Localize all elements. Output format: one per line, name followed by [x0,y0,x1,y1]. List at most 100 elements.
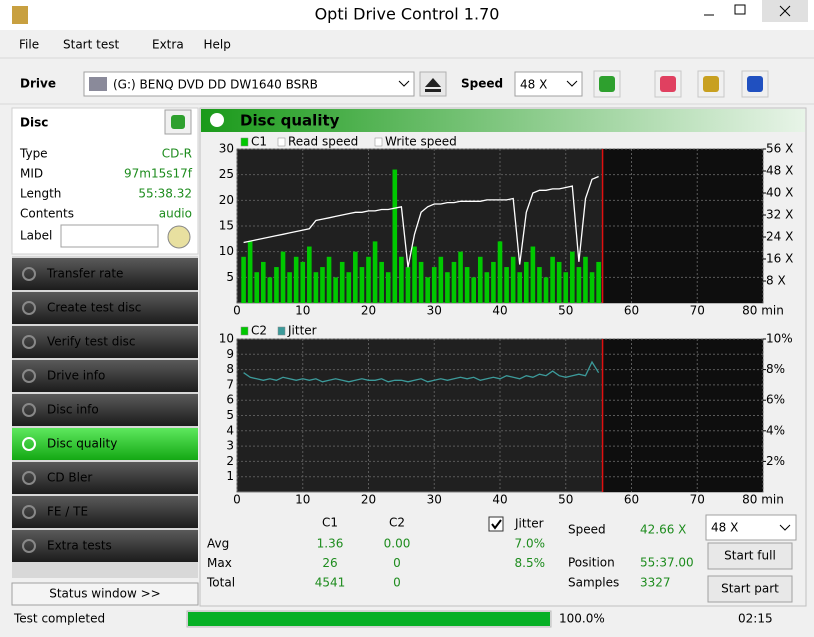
sidebar-icon [22,437,36,451]
jitter-value: 7.0% [515,537,546,551]
info-label: Speed [568,523,606,537]
y-tick-label: 2 [226,454,234,468]
toolbar-icon [747,76,763,92]
drive-select[interactable] [83,71,415,97]
title-bar [0,0,814,30]
x-tick-label: 30 [427,493,442,507]
status-window-button[interactable] [11,582,199,606]
bar [313,272,319,303]
x-tick-label: 70 [690,493,705,507]
bar [491,261,496,303]
speed-select[interactable] [514,71,583,97]
x-tick-label: 20 [361,304,376,318]
info-label: Position [568,556,615,570]
bar [274,267,279,303]
bar [517,272,523,303]
sidebar-button[interactable] [12,360,198,392]
stats-value: 0 [393,576,401,590]
maximize[interactable] [734,4,746,15]
bar [359,267,365,303]
sidebar-button[interactable] [12,462,198,494]
x-tick-label: 40 [492,493,507,507]
x-tick-label: 60 [624,493,639,507]
bar [399,256,404,303]
x-tick-label: 80 min [742,493,784,507]
y-tick-label: 10 [219,244,234,258]
sidebar-button[interactable] [12,394,198,426]
action-button[interactable] [707,575,793,603]
sidebar-button-label: Create test disc [47,301,141,315]
sidebar-button[interactable] [12,292,198,324]
stats-value: 1.36 [317,537,344,551]
drive-name: (G:) BENQ DVD DD DW1640 BSRB [113,78,318,92]
bar [385,272,391,303]
sidebar-button[interactable] [12,326,198,358]
disc-field-label: MID [20,167,43,181]
sidebar-button[interactable] [12,496,198,528]
y2-tick-label: 4% [766,423,785,437]
y2-tick-label: 10% [766,332,793,346]
stats-value: 26 [322,556,337,570]
bar [596,261,601,303]
label-button[interactable] [167,225,191,249]
bar [543,277,549,303]
y-tick-label: 5 [226,408,234,422]
legend-label: Read speed [288,135,358,149]
menu-item[interactable]: File [19,38,39,52]
toolbar-icon [660,76,676,92]
sidebar-button-label: CD Bler [47,471,92,485]
y-tick-label: 5 [226,270,234,284]
y2-tick-label: 32 X [766,208,793,222]
sidebar-button[interactable] [12,428,198,460]
jitter-label: Jitter [514,517,544,531]
menu-item[interactable]: Start test [63,38,119,52]
menu-item[interactable]: Help [204,38,231,52]
bar [247,241,253,303]
bar [570,251,575,303]
speed-select-value: 48 X [711,521,738,535]
bar [477,256,483,303]
label-input[interactable] [60,224,159,248]
x-tick-label: 10 [295,304,310,318]
status-window-label: Status window >> [49,587,161,601]
x-tick-label: 0 [233,304,241,318]
sidebar-icon [22,471,36,485]
x-tick-label: 20 [361,493,376,507]
speed-select[interactable] [705,514,797,541]
bar [451,261,457,303]
bar [307,246,312,303]
y-tick-label: 8 [226,362,234,376]
window-title: Opti Drive Control 1.70 [315,5,500,24]
x-tick-label: 40 [492,304,507,318]
menu-item[interactable]: Extra [152,38,184,52]
stats-column-header: C2 [389,516,405,530]
jitter-checkbox[interactable] [488,516,504,532]
action-button-label: Start part [721,582,779,596]
sidebar-icon [22,539,36,553]
progress-label: 100.0% [559,612,605,626]
y-tick-label: 15 [219,219,234,233]
sidebar-button-label: Drive info [47,369,105,383]
sidebar-icon [22,267,36,281]
y-tick-label: 6 [226,393,234,407]
bar [471,277,477,303]
sidebar-button[interactable] [12,258,198,290]
bar [372,241,378,303]
disc-field-value: 55:38.32 [138,187,192,201]
legend-label: Jitter [287,324,317,338]
speed-label: Speed [461,77,503,91]
disc-field-label: Contents [20,207,74,221]
x-tick-label: 70 [690,304,705,318]
bar [458,251,463,303]
bar [287,272,292,303]
sidebar-button[interactable] [12,530,198,562]
progress-fill [188,612,550,626]
action-button[interactable] [707,542,793,570]
bar [353,251,358,303]
y2-tick-label: 8 X [766,274,786,288]
bar [556,261,562,303]
y2-tick-label: 48 X [766,164,793,178]
info-value: 55:37.00 [640,556,694,570]
close-icon [779,5,791,17]
